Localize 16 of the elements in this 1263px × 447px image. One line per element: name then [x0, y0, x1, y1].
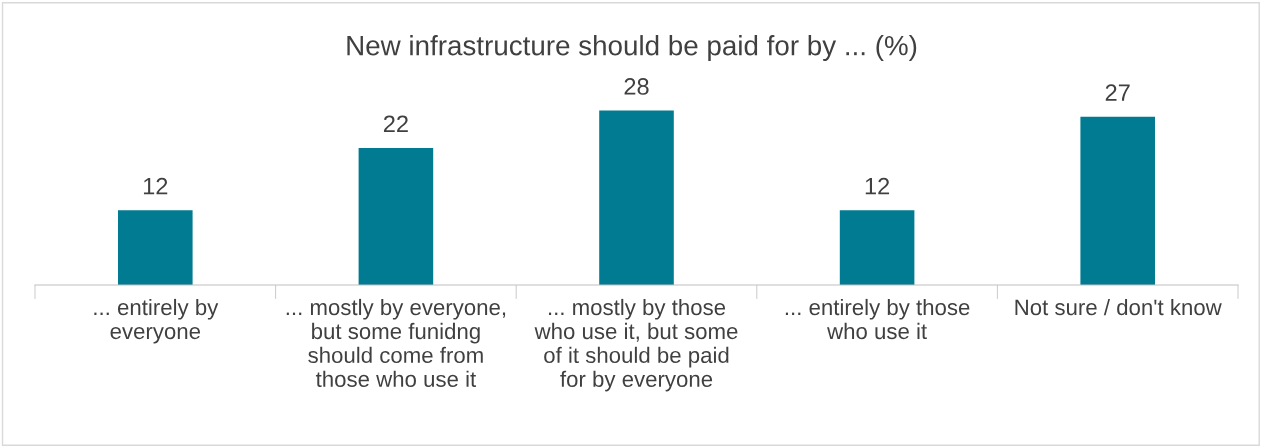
data-label: 12 — [865, 177, 890, 195]
data-label: 28 — [624, 78, 649, 95]
bar — [118, 210, 193, 285]
bar — [358, 147, 434, 285]
x-tick-label: Not sure / don't know — [1015, 298, 1222, 316]
chart-title: New infrastructure should be paid for by ... (%) — [347, 35, 917, 61]
x-tick-label: ... mostly by those who use it, but some of it should be paid for by everyone — [534, 298, 738, 392]
data-label: 22 — [383, 115, 408, 132]
x-tick-label: ... entirely by everyone — [94, 298, 219, 344]
bar — [839, 210, 915, 285]
x-tick-label: ... entirely by those who use it — [785, 298, 970, 340]
bar — [1080, 116, 1155, 285]
bar — [599, 110, 674, 285]
data-label: 27 — [1105, 84, 1130, 101]
data-label: 12 — [143, 177, 168, 195]
x-tick-label: ... mostly by everyone, but some funidng should come from those who use it — [286, 298, 506, 388]
